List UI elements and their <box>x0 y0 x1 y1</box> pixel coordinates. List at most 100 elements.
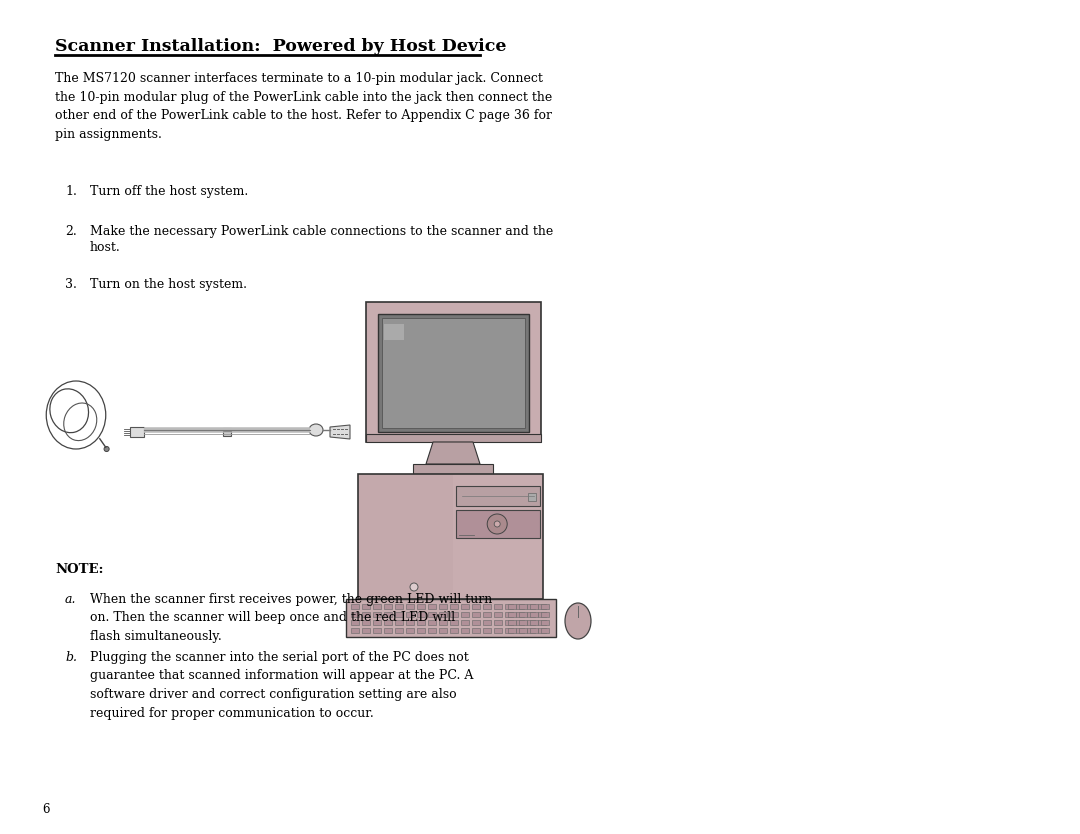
Ellipse shape <box>309 424 323 436</box>
FancyBboxPatch shape <box>538 604 546 609</box>
Text: Scanner Installation:  Powered by Host Device: Scanner Installation: Powered by Host De… <box>55 38 507 55</box>
FancyBboxPatch shape <box>472 612 480 617</box>
FancyBboxPatch shape <box>406 604 414 609</box>
Text: NOTE:: NOTE: <box>55 563 104 576</box>
FancyBboxPatch shape <box>384 324 404 340</box>
FancyBboxPatch shape <box>384 612 392 617</box>
FancyBboxPatch shape <box>541 620 549 625</box>
FancyBboxPatch shape <box>373 620 381 625</box>
FancyBboxPatch shape <box>530 604 538 609</box>
FancyBboxPatch shape <box>428 612 436 617</box>
FancyBboxPatch shape <box>527 620 535 625</box>
FancyBboxPatch shape <box>483 604 491 609</box>
FancyBboxPatch shape <box>395 612 403 617</box>
FancyBboxPatch shape <box>417 604 426 609</box>
FancyBboxPatch shape <box>373 604 381 609</box>
FancyBboxPatch shape <box>438 604 447 609</box>
Text: Turn off the host system.: Turn off the host system. <box>90 185 248 198</box>
FancyBboxPatch shape <box>406 628 414 633</box>
Text: b.: b. <box>65 651 77 664</box>
Text: When the scanner first receives power, the green LED will turn
on. Then the scan: When the scanner first receives power, t… <box>90 593 492 643</box>
FancyBboxPatch shape <box>438 612 447 617</box>
FancyBboxPatch shape <box>538 612 546 617</box>
FancyBboxPatch shape <box>395 628 403 633</box>
FancyBboxPatch shape <box>384 604 392 609</box>
Circle shape <box>104 446 109 451</box>
FancyBboxPatch shape <box>516 604 524 609</box>
FancyBboxPatch shape <box>362 604 370 609</box>
Circle shape <box>410 583 418 591</box>
FancyBboxPatch shape <box>417 620 426 625</box>
FancyBboxPatch shape <box>395 604 403 609</box>
FancyBboxPatch shape <box>508 620 516 625</box>
FancyBboxPatch shape <box>357 474 543 599</box>
Text: Turn on the host system.: Turn on the host system. <box>90 278 247 291</box>
FancyBboxPatch shape <box>494 620 502 625</box>
FancyBboxPatch shape <box>450 620 458 625</box>
FancyBboxPatch shape <box>519 612 527 617</box>
FancyBboxPatch shape <box>362 620 370 625</box>
FancyBboxPatch shape <box>541 604 549 609</box>
FancyBboxPatch shape <box>541 628 549 633</box>
FancyBboxPatch shape <box>516 620 524 625</box>
Ellipse shape <box>487 514 508 534</box>
FancyBboxPatch shape <box>494 628 502 633</box>
FancyBboxPatch shape <box>373 612 381 617</box>
FancyBboxPatch shape <box>530 628 538 633</box>
FancyBboxPatch shape <box>366 434 541 442</box>
FancyBboxPatch shape <box>438 628 447 633</box>
FancyBboxPatch shape <box>461 620 469 625</box>
FancyBboxPatch shape <box>494 612 502 617</box>
Ellipse shape <box>565 603 591 639</box>
FancyBboxPatch shape <box>505 612 513 617</box>
FancyBboxPatch shape <box>530 620 538 625</box>
FancyBboxPatch shape <box>527 628 535 633</box>
FancyBboxPatch shape <box>538 620 546 625</box>
Circle shape <box>495 521 500 527</box>
Text: host.: host. <box>90 241 121 254</box>
Text: a.: a. <box>65 593 77 606</box>
FancyBboxPatch shape <box>428 628 436 633</box>
Text: Plugging the scanner into the serial port of the PC does not
guarantee that scan: Plugging the scanner into the serial por… <box>90 651 473 720</box>
FancyBboxPatch shape <box>351 604 359 609</box>
FancyBboxPatch shape <box>450 628 458 633</box>
FancyBboxPatch shape <box>461 604 469 609</box>
FancyBboxPatch shape <box>505 604 513 609</box>
FancyBboxPatch shape <box>505 628 513 633</box>
Text: The MS7120 scanner interfaces terminate to a 10-pin modular jack. Connect
the 10: The MS7120 scanner interfaces terminate … <box>55 72 552 140</box>
FancyBboxPatch shape <box>519 628 527 633</box>
FancyBboxPatch shape <box>483 612 491 617</box>
FancyBboxPatch shape <box>527 612 535 617</box>
FancyBboxPatch shape <box>413 464 492 474</box>
FancyBboxPatch shape <box>417 612 426 617</box>
FancyBboxPatch shape <box>351 628 359 633</box>
FancyBboxPatch shape <box>384 620 392 625</box>
FancyBboxPatch shape <box>461 628 469 633</box>
FancyBboxPatch shape <box>362 612 370 617</box>
FancyBboxPatch shape <box>384 628 392 633</box>
FancyBboxPatch shape <box>130 427 144 437</box>
FancyBboxPatch shape <box>359 475 454 598</box>
FancyBboxPatch shape <box>456 486 540 506</box>
FancyBboxPatch shape <box>541 612 549 617</box>
FancyBboxPatch shape <box>519 620 527 625</box>
FancyBboxPatch shape <box>222 428 231 436</box>
FancyBboxPatch shape <box>461 612 469 617</box>
Text: 1.: 1. <box>65 185 77 198</box>
FancyBboxPatch shape <box>366 302 541 442</box>
FancyBboxPatch shape <box>472 604 480 609</box>
FancyBboxPatch shape <box>346 599 556 637</box>
FancyBboxPatch shape <box>450 604 458 609</box>
Text: Make the necessary PowerLink cable connections to the scanner and the: Make the necessary PowerLink cable conne… <box>90 225 553 238</box>
FancyBboxPatch shape <box>428 604 436 609</box>
Text: 2.: 2. <box>65 225 77 238</box>
FancyBboxPatch shape <box>472 620 480 625</box>
Text: 3.: 3. <box>65 278 77 291</box>
FancyBboxPatch shape <box>382 318 525 428</box>
FancyBboxPatch shape <box>351 612 359 617</box>
Polygon shape <box>426 442 480 464</box>
FancyBboxPatch shape <box>438 620 447 625</box>
FancyBboxPatch shape <box>505 620 513 625</box>
FancyBboxPatch shape <box>362 628 370 633</box>
FancyBboxPatch shape <box>538 628 546 633</box>
